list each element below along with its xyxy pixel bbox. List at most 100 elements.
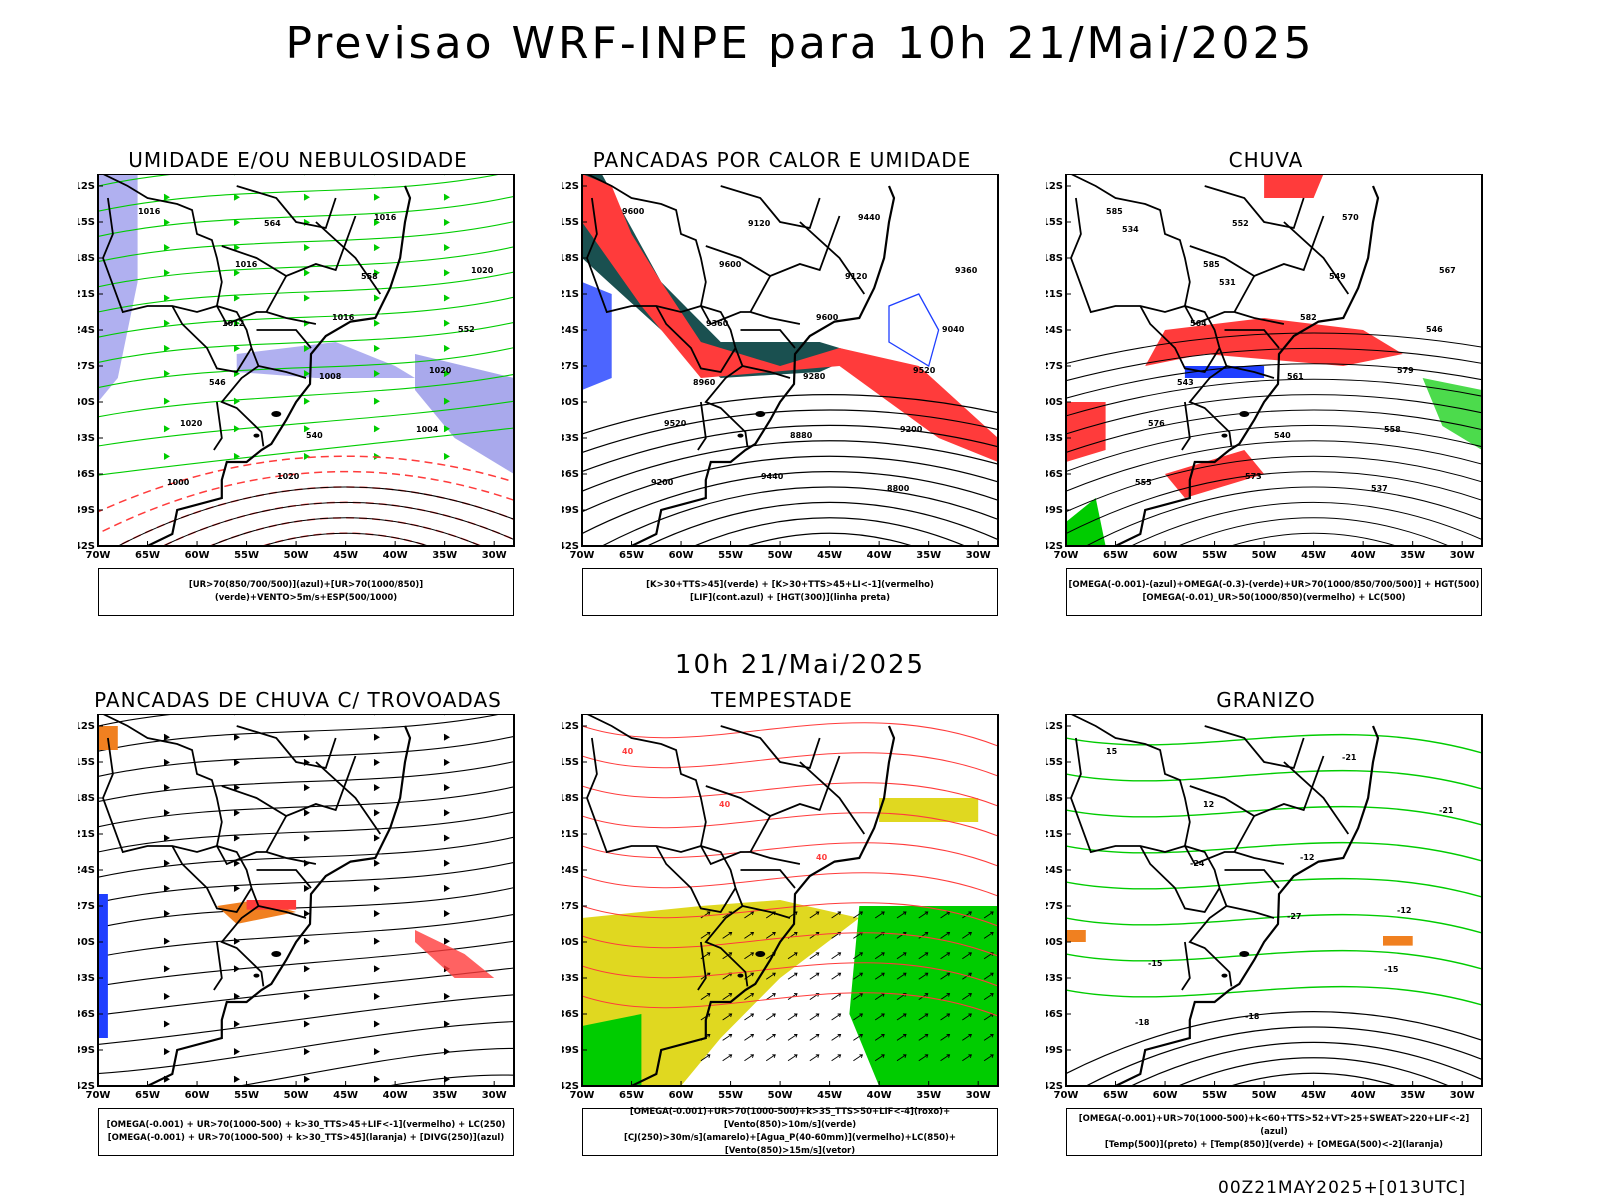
lon-tick-label: 35W — [916, 550, 941, 561]
lagoon — [1221, 973, 1228, 978]
lat-tick-label: 30S — [78, 397, 95, 408]
lat-tick-label: 33S — [562, 433, 579, 444]
border-line — [236, 725, 337, 770]
wind-vector — [896, 1013, 907, 1021]
streamline-arrow — [443, 218, 450, 226]
contour-label: 9520 — [913, 366, 936, 375]
wind-vector — [744, 931, 755, 939]
wind-vector — [983, 911, 994, 919]
streamline — [582, 962, 998, 987]
lat-tick-label: 12S — [562, 721, 579, 732]
wind-vector — [918, 911, 929, 919]
streamline-arrow — [233, 193, 240, 201]
contour-line — [1066, 440, 1482, 492]
lat-tick-label: 12S — [1046, 721, 1063, 732]
contour-label: 1016 — [374, 213, 397, 222]
lat-tick-label: 36S — [78, 1009, 95, 1020]
lat-tick-label: 36S — [1046, 1009, 1063, 1020]
streamline-arrow — [303, 884, 310, 892]
lat-tick-label: 15S — [562, 217, 579, 228]
lat-tick-label: 39S — [1046, 1045, 1063, 1056]
panel-title: GRANIZO — [1216, 688, 1316, 712]
lon-tick-label: 50W — [284, 550, 309, 561]
lon-tick-label: 60W — [1153, 1090, 1178, 1101]
streamline-arrow — [233, 784, 240, 792]
coastline — [147, 185, 412, 546]
border-line — [221, 755, 357, 818]
streamline — [98, 296, 514, 338]
lat-tick-label: 36S — [78, 469, 95, 480]
wind-vector — [831, 1054, 842, 1062]
lat-tick-label: 18S — [562, 793, 579, 804]
streamline-arrow — [163, 733, 170, 741]
border-line — [102, 737, 218, 854]
contour-label: 558 — [361, 272, 378, 281]
map-frame — [581, 174, 999, 547]
border-line — [1234, 311, 1285, 325]
lon-tick-label: 30W — [966, 550, 991, 561]
temp-850-contour — [1066, 985, 1482, 1006]
streamline-arrow — [443, 733, 450, 741]
border-line — [750, 311, 801, 325]
lat-tick-label: 24S — [562, 325, 579, 336]
contour-line — [600, 486, 998, 546]
wind-vector — [809, 911, 820, 919]
contour-label: 1016 — [235, 260, 258, 269]
streamline-arrow — [233, 758, 240, 766]
wind-vector — [896, 1054, 907, 1062]
border-line — [1070, 737, 1186, 854]
wind-vector — [918, 1033, 929, 1041]
streamline — [582, 842, 998, 867]
lat-tick-label: 24S — [562, 865, 579, 876]
lon-tick-label: 70W — [1054, 1090, 1079, 1101]
wind-vector — [831, 972, 842, 980]
contour-label: 1020 — [277, 472, 300, 481]
contour-label: -24 — [1190, 859, 1205, 868]
streamline-arrow — [303, 344, 310, 352]
streamline-arrow — [373, 1048, 380, 1056]
lon-tick-label: 40W — [383, 1090, 408, 1101]
legend-line: [K>30+TTS>45](verde) + [K>30+TTS>45+LI<-… — [646, 580, 934, 590]
wind-vector — [874, 1054, 885, 1062]
border-line — [700, 845, 751, 866]
contour-label: 1016 — [332, 313, 355, 322]
wind-vector — [962, 952, 972, 960]
streamline-arrow — [163, 244, 170, 252]
thunderstorm-strong-area — [415, 930, 495, 978]
wind-vector — [809, 972, 820, 980]
contour-label: 564 — [1190, 319, 1207, 328]
streamline-arrow — [373, 193, 380, 201]
contour-label: 9520 — [664, 419, 687, 428]
streamline-arrow — [303, 244, 310, 252]
streamline-arrow — [303, 425, 310, 433]
streamline-arrow — [443, 344, 450, 352]
wind-vector — [940, 1013, 951, 1021]
lagoon — [253, 973, 260, 978]
wind-vector — [831, 1033, 842, 1041]
contour-label: 9440 — [858, 213, 881, 222]
lon-tick-label: 40W — [867, 1090, 892, 1101]
lat-tick-label: 36S — [562, 1009, 579, 1020]
contour-label: 9280 — [803, 372, 826, 381]
contour-label: 564 — [264, 219, 281, 228]
run-footer: 00Z21MAY2025+[013UTC] — [1218, 1178, 1467, 1198]
wind-vector — [787, 952, 798, 960]
contour-line — [1066, 394, 1482, 435]
panel-title: TEMPESTADE — [711, 688, 853, 712]
contour-label: 570 — [1342, 213, 1359, 222]
wind-vector — [744, 952, 755, 960]
contour-line — [1066, 424, 1482, 473]
contour-line — [1066, 1011, 1482, 1075]
map-layer — [1066, 714, 1482, 1086]
contour-label: 1020 — [471, 266, 494, 275]
wind-vector — [874, 1013, 885, 1021]
streamline-arrow — [163, 834, 170, 842]
wind-vector — [853, 993, 864, 1000]
streamline-arrow — [163, 910, 170, 918]
contour-line — [1176, 1057, 1451, 1086]
legend-box: [OMEGA(-0.001)+UR>70(1000-500)+k>35_TTS>… — [582, 1107, 998, 1156]
lon-tick-label: 50W — [768, 1090, 793, 1101]
border-line — [1224, 329, 1280, 349]
contour-label: 546 — [209, 378, 226, 387]
map-umidade: 12S 15S 18S 21S 24S 27S 30S 33S 36S 39S 42S70W 65W 6… — [78, 174, 515, 561]
